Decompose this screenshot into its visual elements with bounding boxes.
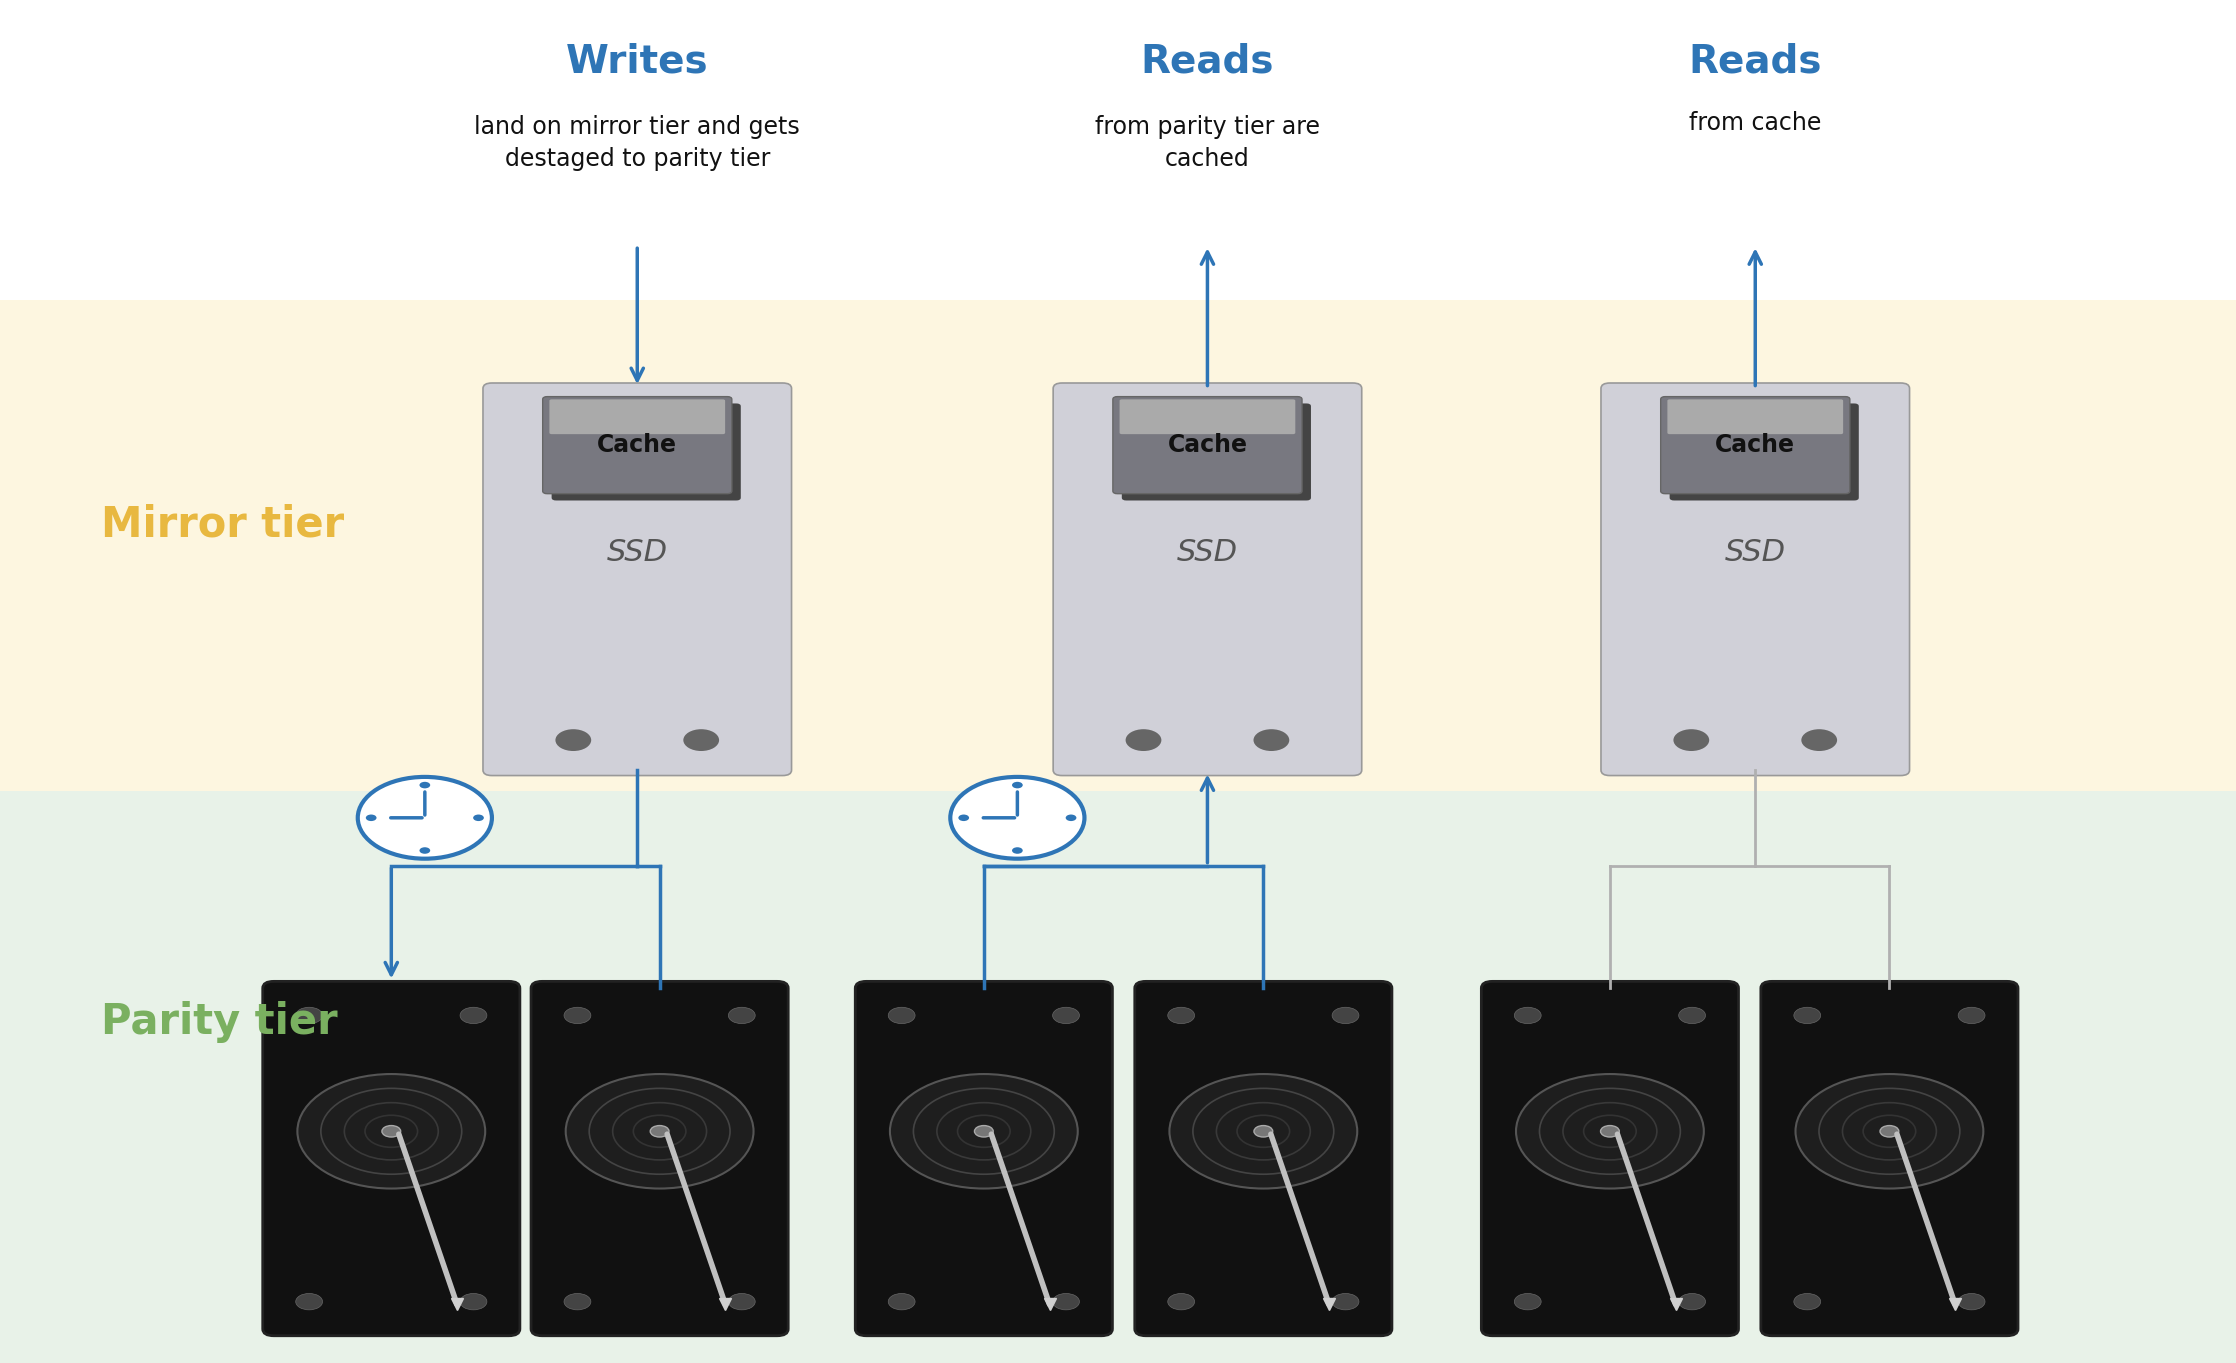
- Circle shape: [1013, 848, 1022, 853]
- Circle shape: [959, 815, 968, 821]
- FancyBboxPatch shape: [1670, 403, 1858, 500]
- Circle shape: [888, 1007, 915, 1024]
- FancyBboxPatch shape: [543, 397, 731, 493]
- Circle shape: [1802, 729, 1838, 751]
- Circle shape: [420, 848, 429, 853]
- Circle shape: [950, 777, 1084, 859]
- FancyBboxPatch shape: [0, 791, 2236, 1363]
- Circle shape: [1959, 1293, 1986, 1310]
- Circle shape: [1167, 1293, 1194, 1310]
- Circle shape: [1516, 1074, 1704, 1189]
- Circle shape: [563, 1007, 590, 1024]
- Circle shape: [1333, 1293, 1359, 1310]
- Circle shape: [1053, 1007, 1080, 1024]
- Text: Reads: Reads: [1688, 42, 1822, 80]
- Circle shape: [474, 815, 483, 821]
- Text: from parity tier are
cached: from parity tier are cached: [1096, 116, 1319, 170]
- Circle shape: [555, 729, 590, 751]
- Circle shape: [382, 1126, 400, 1137]
- FancyBboxPatch shape: [483, 383, 792, 776]
- FancyBboxPatch shape: [550, 399, 724, 435]
- Circle shape: [1254, 729, 1290, 751]
- Circle shape: [651, 1126, 669, 1137]
- FancyBboxPatch shape: [1601, 383, 1910, 776]
- Circle shape: [1013, 782, 1022, 788]
- FancyBboxPatch shape: [1122, 403, 1310, 500]
- Text: Writes: Writes: [566, 42, 709, 80]
- Circle shape: [566, 1074, 754, 1189]
- Circle shape: [461, 1293, 487, 1310]
- FancyBboxPatch shape: [1134, 981, 1391, 1336]
- Circle shape: [888, 1293, 915, 1310]
- FancyBboxPatch shape: [1661, 397, 1849, 493]
- Circle shape: [1793, 1007, 1820, 1024]
- Circle shape: [420, 782, 429, 788]
- Text: Reads: Reads: [1140, 42, 1275, 80]
- Circle shape: [729, 1293, 756, 1310]
- Text: Cache: Cache: [597, 433, 678, 457]
- Circle shape: [1673, 729, 1708, 751]
- Circle shape: [890, 1074, 1078, 1189]
- Text: Parity tier: Parity tier: [101, 1002, 338, 1043]
- Text: land on mirror tier and gets
destaged to parity tier: land on mirror tier and gets destaged to…: [474, 116, 800, 170]
- FancyBboxPatch shape: [532, 981, 787, 1336]
- Circle shape: [1333, 1007, 1359, 1024]
- Circle shape: [1959, 1007, 1986, 1024]
- FancyBboxPatch shape: [1762, 981, 2017, 1336]
- Circle shape: [358, 777, 492, 859]
- Circle shape: [563, 1293, 590, 1310]
- Circle shape: [975, 1126, 993, 1137]
- Circle shape: [297, 1074, 485, 1189]
- Circle shape: [1679, 1007, 1706, 1024]
- Circle shape: [729, 1007, 756, 1024]
- Text: SSD: SSD: [606, 537, 669, 567]
- FancyBboxPatch shape: [1480, 981, 1740, 1336]
- Circle shape: [1053, 1293, 1080, 1310]
- Text: Cache: Cache: [1715, 433, 1796, 457]
- FancyBboxPatch shape: [1120, 399, 1295, 435]
- Circle shape: [1796, 1074, 1983, 1189]
- FancyBboxPatch shape: [1668, 399, 1842, 435]
- Text: Mirror tier: Mirror tier: [101, 504, 344, 545]
- Circle shape: [1125, 729, 1160, 751]
- Circle shape: [1880, 1126, 1898, 1137]
- Circle shape: [1601, 1126, 1619, 1137]
- Circle shape: [461, 1007, 487, 1024]
- Circle shape: [1679, 1293, 1706, 1310]
- Text: SSD: SSD: [1724, 537, 1787, 567]
- FancyBboxPatch shape: [0, 300, 2236, 791]
- Circle shape: [1793, 1293, 1820, 1310]
- FancyBboxPatch shape: [1114, 397, 1301, 493]
- FancyBboxPatch shape: [854, 981, 1114, 1336]
- Circle shape: [684, 729, 720, 751]
- Circle shape: [295, 1007, 322, 1024]
- FancyBboxPatch shape: [1053, 383, 1362, 776]
- Text: from cache: from cache: [1688, 110, 1822, 135]
- Circle shape: [1169, 1074, 1357, 1189]
- Circle shape: [1167, 1007, 1194, 1024]
- FancyBboxPatch shape: [262, 981, 519, 1336]
- FancyBboxPatch shape: [552, 403, 740, 500]
- Circle shape: [1514, 1007, 1541, 1024]
- Circle shape: [1254, 1126, 1272, 1137]
- Circle shape: [367, 815, 376, 821]
- Circle shape: [295, 1293, 322, 1310]
- Circle shape: [1514, 1293, 1541, 1310]
- Text: Cache: Cache: [1167, 433, 1248, 457]
- Text: SSD: SSD: [1176, 537, 1239, 567]
- Circle shape: [1067, 815, 1076, 821]
